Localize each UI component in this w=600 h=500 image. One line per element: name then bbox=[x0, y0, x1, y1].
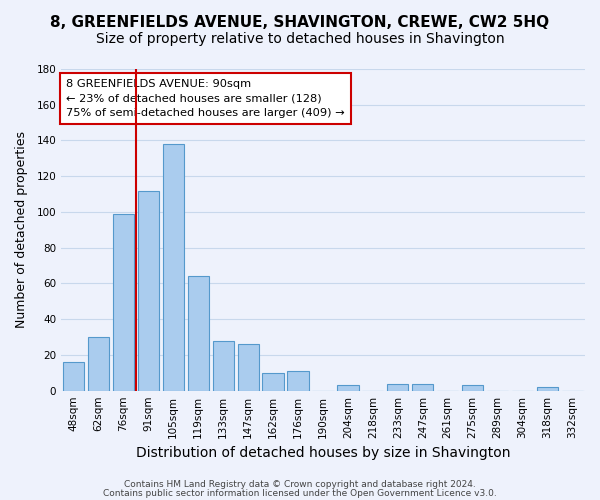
Y-axis label: Number of detached properties: Number of detached properties bbox=[15, 132, 28, 328]
Bar bbox=[287, 371, 308, 390]
Bar bbox=[113, 214, 134, 390]
Text: Contains public sector information licensed under the Open Government Licence v3: Contains public sector information licen… bbox=[103, 488, 497, 498]
Bar bbox=[188, 276, 209, 390]
Text: Contains HM Land Registry data © Crown copyright and database right 2024.: Contains HM Land Registry data © Crown c… bbox=[124, 480, 476, 489]
Bar bbox=[63, 362, 84, 390]
Bar bbox=[537, 387, 558, 390]
Bar bbox=[137, 190, 159, 390]
Bar bbox=[462, 386, 484, 390]
Bar bbox=[88, 337, 109, 390]
Bar bbox=[212, 340, 234, 390]
Text: Size of property relative to detached houses in Shavington: Size of property relative to detached ho… bbox=[95, 32, 505, 46]
Bar bbox=[387, 384, 409, 390]
Text: 8, GREENFIELDS AVENUE, SHAVINGTON, CREWE, CW2 5HQ: 8, GREENFIELDS AVENUE, SHAVINGTON, CREWE… bbox=[50, 15, 550, 30]
Bar bbox=[262, 373, 284, 390]
Bar bbox=[412, 384, 433, 390]
Bar bbox=[163, 144, 184, 390]
X-axis label: Distribution of detached houses by size in Shavington: Distribution of detached houses by size … bbox=[136, 446, 510, 460]
Bar bbox=[337, 386, 359, 390]
Bar bbox=[238, 344, 259, 391]
Text: 8 GREENFIELDS AVENUE: 90sqm
← 23% of detached houses are smaller (128)
75% of se: 8 GREENFIELDS AVENUE: 90sqm ← 23% of det… bbox=[66, 78, 345, 118]
